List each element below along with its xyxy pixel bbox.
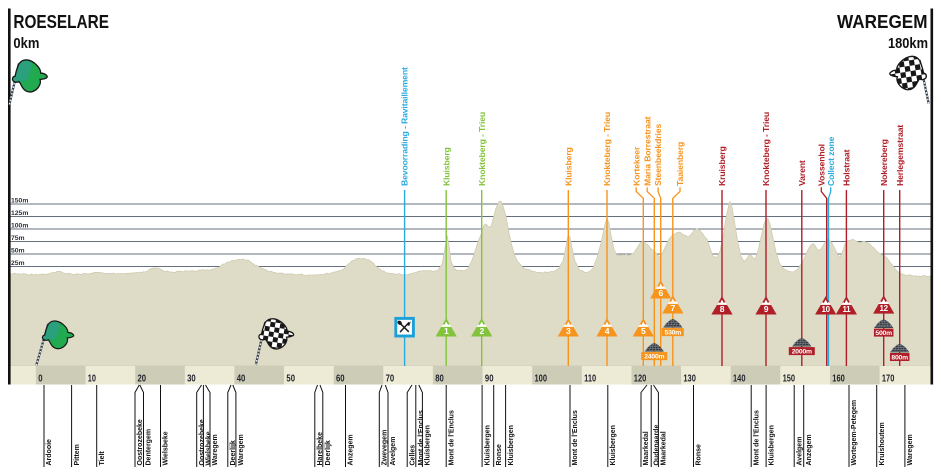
svg-text:50: 50 — [286, 373, 295, 384]
svg-text:80: 80 — [435, 373, 444, 384]
svg-text:Kruisberg: Kruisberg — [717, 146, 727, 186]
svg-text:Waregem: Waregem — [238, 434, 245, 465]
svg-text:4: 4 — [605, 326, 610, 336]
svg-text:11: 11 — [842, 305, 851, 314]
svg-text:Deerlijk: Deerlijk — [230, 440, 237, 465]
svg-text:Kruishoutem: Kruishoutem — [879, 422, 886, 465]
svg-text:Maarkedal: Maarkedal — [661, 431, 668, 465]
svg-text:12: 12 — [880, 304, 889, 313]
svg-text:Mont de l'Enclus: Mont de l'Enclus — [572, 410, 579, 465]
svg-text:Zwevegem: Zwevegem — [382, 430, 389, 466]
svg-text:110: 110 — [584, 373, 596, 384]
svg-text:6: 6 — [658, 288, 663, 298]
svg-text:10: 10 — [822, 305, 831, 314]
svg-text:5: 5 — [641, 326, 646, 336]
svg-text:60: 60 — [336, 373, 345, 384]
svg-text:Kortekeer: Kortekeer — [631, 146, 641, 186]
svg-text:160: 160 — [832, 373, 845, 384]
svg-text:9: 9 — [764, 304, 769, 314]
svg-text:75m: 75m — [11, 235, 25, 242]
svg-text:Waregem: Waregem — [907, 434, 914, 465]
svg-text:0: 0 — [38, 373, 43, 384]
svg-text:25m: 25m — [11, 260, 25, 267]
svg-text:Bevoorrading - Ravitaillement: Bevoorrading - Ravitaillement — [400, 67, 410, 186]
svg-text:40: 40 — [237, 373, 246, 384]
svg-text:Waregem: Waregem — [212, 434, 219, 465]
svg-text:150: 150 — [783, 373, 796, 384]
svg-text:20: 20 — [138, 373, 147, 384]
svg-text:Collect zone: Collect zone — [826, 136, 836, 186]
svg-text:8: 8 — [720, 304, 725, 314]
svg-text:100: 100 — [535, 373, 548, 384]
svg-text:Ronse: Ronse — [696, 444, 703, 466]
svg-text:800m: 800m — [891, 354, 908, 361]
svg-text:Celles: Celles — [409, 445, 416, 466]
svg-text:2000m: 2000m — [792, 349, 812, 356]
svg-text:Maarkedal: Maarkedal — [643, 431, 650, 465]
svg-text:70: 70 — [386, 373, 395, 384]
svg-text:7: 7 — [671, 303, 676, 313]
svg-text:100m: 100m — [11, 223, 28, 230]
svg-text:120: 120 — [634, 373, 647, 384]
svg-text:Vossenhol: Vossenhol — [816, 144, 826, 186]
svg-text:0km: 0km — [13, 35, 39, 52]
svg-text:Maria Borrestraat: Maria Borrestraat — [642, 116, 652, 186]
svg-text:Harelbeke: Harelbeke — [317, 432, 324, 466]
svg-text:Varent: Varent — [797, 160, 807, 186]
svg-text:Kluisbergen: Kluisbergen — [484, 425, 491, 465]
svg-text:125m: 125m — [11, 210, 28, 217]
svg-text:Oostrozebeke: Oostrozebeke — [199, 419, 206, 465]
svg-text:Knokteberg - Trieu: Knokteberg - Trieu — [761, 112, 771, 186]
svg-text:130: 130 — [683, 373, 696, 384]
svg-text:Anzegem: Anzegem — [348, 434, 355, 465]
svg-text:530m: 530m — [665, 330, 682, 337]
svg-text:Wielsbeke: Wielsbeke — [206, 431, 213, 465]
svg-text:Avelgem: Avelgem — [796, 437, 803, 466]
svg-text:WAREGEM: WAREGEM — [837, 11, 928, 32]
svg-text:Mont de l'Enclus: Mont de l'Enclus — [418, 410, 425, 465]
svg-text:Kluisbergen: Kluisbergen — [425, 425, 432, 465]
svg-text:Knokteberg - Trieu: Knokteberg - Trieu — [477, 112, 487, 186]
svg-text:Kluisberg: Kluisberg — [441, 147, 451, 186]
svg-text:Oudenaarde: Oudenaarde — [653, 425, 660, 466]
svg-text:Dentergem: Dentergem — [146, 429, 153, 466]
svg-text:Kluisbergen: Kluisbergen — [768, 425, 775, 465]
svg-text:Steenbeekdries: Steenbeekdries — [653, 124, 663, 186]
svg-text:Kluisberg: Kluisberg — [563, 147, 573, 186]
svg-text:Avelgem: Avelgem — [390, 437, 397, 466]
svg-text:150m: 150m — [11, 198, 28, 205]
svg-text:Ronse: Ronse — [496, 444, 503, 466]
svg-text:Holstraat: Holstraat — [842, 149, 852, 186]
svg-text:Anzegem: Anzegem — [806, 434, 813, 465]
svg-text:Pittem: Pittem — [74, 444, 81, 465]
svg-text:2: 2 — [479, 326, 484, 336]
svg-text:90: 90 — [485, 373, 494, 384]
svg-text:2400m: 2400m — [644, 354, 664, 361]
svg-text:Wielsbeke: Wielsbeke — [163, 431, 170, 465]
svg-text:Knokteberg - Trieu: Knokteberg - Trieu — [602, 112, 612, 186]
svg-text:Deerlijk: Deerlijk — [325, 440, 332, 465]
svg-text:Oostrozebeke: Oostrozebeke — [137, 419, 144, 465]
svg-text:180km: 180km — [888, 35, 928, 52]
svg-text:30: 30 — [187, 373, 196, 384]
svg-text:Wortegem-Petegem: Wortegem-Petegem — [851, 400, 858, 466]
svg-text:Mont de l'Enclus: Mont de l'Enclus — [753, 410, 760, 465]
svg-text:500m: 500m — [875, 330, 892, 337]
svg-text:140: 140 — [733, 373, 746, 384]
svg-text:Kluisbergen: Kluisbergen — [508, 425, 515, 465]
svg-text:Ardooie: Ardooie — [46, 439, 53, 466]
svg-text:ROESELARE: ROESELARE — [13, 11, 109, 32]
svg-text:Tielt: Tielt — [99, 451, 106, 466]
svg-text:Nokereberg: Nokereberg — [879, 139, 889, 186]
svg-text:Mont de l'Enclus: Mont de l'Enclus — [448, 410, 455, 465]
svg-text:170: 170 — [882, 373, 895, 384]
svg-text:Taaienberg: Taaienberg — [675, 142, 685, 186]
svg-text:50m: 50m — [11, 248, 25, 255]
svg-text:10: 10 — [88, 373, 96, 384]
svg-text:Herlegemstraat: Herlegemstraat — [895, 125, 905, 186]
svg-text:1: 1 — [444, 326, 449, 336]
svg-text:Kluisbergen: Kluisbergen — [610, 425, 617, 465]
svg-text:3: 3 — [566, 326, 571, 336]
